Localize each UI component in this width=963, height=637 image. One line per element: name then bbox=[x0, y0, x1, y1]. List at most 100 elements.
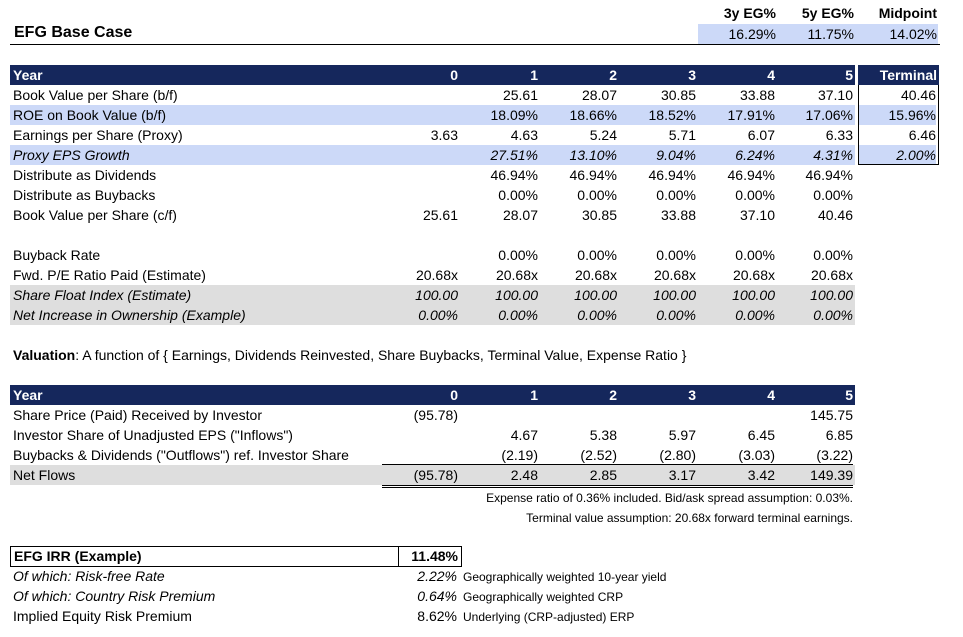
page-title: EFG Base Case bbox=[14, 24, 133, 41]
row-cell: (2.80) bbox=[659, 447, 696, 463]
row-cell: 30.85 bbox=[581, 207, 617, 223]
irr-row-label: Implied Equity Risk Premium bbox=[13, 608, 192, 624]
summary-header-3y: 3y EG% bbox=[723, 5, 776, 21]
row-cell: 5.24 bbox=[589, 127, 617, 143]
valuation-text: Valuation: A function of { Earnings, Div… bbox=[13, 345, 686, 365]
row-cell: 33.88 bbox=[660, 207, 696, 223]
table1-header-label: Year bbox=[13, 67, 43, 83]
table3-header: Year 0 1 2 3 4 5 bbox=[10, 385, 855, 405]
table1-col-4: 4 bbox=[767, 67, 775, 83]
expense-note: Expense ratio of 0.36% included. Bid/ask… bbox=[486, 491, 853, 505]
row-cell: (3.22) bbox=[816, 447, 853, 463]
summary-value-midpoint: 14.02% bbox=[889, 26, 937, 42]
row-cell: 100.00 bbox=[810, 287, 853, 303]
row-label: Net Increase in Ownership (Example) bbox=[13, 307, 246, 323]
row-cell: 6.07 bbox=[747, 127, 775, 143]
row-cell: 27.51% bbox=[490, 147, 538, 163]
table-row: Net Flows (95.78) 2.48 2.85 3.17 3.42 14… bbox=[10, 465, 855, 485]
row-cell: 100.00 bbox=[495, 287, 538, 303]
row-cell: (2.52) bbox=[580, 447, 617, 463]
table-row: Net Increase in Ownership (Example) 0.00… bbox=[10, 305, 855, 325]
row-cell: 5.97 bbox=[668, 427, 696, 443]
terminal-bv: 40.46 bbox=[900, 87, 936, 103]
row-cell: 0.00% bbox=[735, 247, 775, 263]
row-cell: 20.68x bbox=[653, 267, 696, 283]
table1-col-2: 2 bbox=[609, 67, 617, 83]
row-cell: 100.00 bbox=[415, 287, 458, 303]
table3-col-3: 3 bbox=[688, 387, 696, 403]
valuation-bold: Valuation bbox=[13, 347, 76, 363]
summary-values-bg bbox=[698, 24, 938, 44]
row-cell: 33.88 bbox=[739, 87, 775, 103]
row-cell: 3.63 bbox=[430, 127, 458, 143]
row-cell: 5.71 bbox=[668, 127, 696, 143]
row-cell: 20.68x bbox=[495, 267, 538, 283]
irr-row-label: Of which: Risk-free Rate bbox=[13, 568, 165, 584]
row-cell: 149.39 bbox=[810, 467, 853, 483]
row-cell: 37.10 bbox=[739, 207, 775, 223]
irr-row-label: Of which: Country Risk Premium bbox=[13, 588, 216, 604]
row-cell: 6.24% bbox=[735, 147, 775, 163]
row-cell: (2.19) bbox=[501, 447, 538, 463]
row-cell: 0.00% bbox=[813, 187, 853, 203]
row-label: Distribute as Buybacks bbox=[13, 187, 156, 203]
table3-col-5: 5 bbox=[845, 387, 853, 403]
table3-col-0: 0 bbox=[450, 387, 458, 403]
net-flows-bottomline-1 bbox=[382, 485, 853, 486]
row-cell: 40.46 bbox=[817, 207, 853, 223]
row-cell: 46.94% bbox=[490, 167, 538, 183]
table1-col-0: 0 bbox=[450, 67, 458, 83]
row-cell: 4.31% bbox=[813, 147, 853, 163]
row-label: Net Flows bbox=[13, 467, 76, 483]
title-underline bbox=[10, 44, 940, 45]
table-row: Distribute as Buybacks 0.00% 0.00% 0.00%… bbox=[10, 185, 855, 205]
table-row: Distribute as Dividends 46.94% 46.94% 46… bbox=[10, 165, 855, 185]
row-cell: 3.42 bbox=[747, 467, 775, 483]
summary-value-3y: 16.29% bbox=[728, 26, 776, 42]
row-label: Distribute as Dividends bbox=[13, 167, 157, 183]
row-label: Proxy EPS Growth bbox=[13, 147, 130, 163]
table-row: Proxy EPS Growth 27.51% 13.10% 9.04% 6.2… bbox=[10, 145, 855, 165]
row-cell: 4.63 bbox=[510, 127, 538, 143]
terminal-eps: 6.46 bbox=[908, 127, 936, 143]
row-cell: 30.85 bbox=[660, 87, 696, 103]
table3-col-1: 1 bbox=[530, 387, 538, 403]
terminal-roe: 15.96% bbox=[859, 105, 936, 125]
table-row: Investor Share of Unadjusted EPS ("Inflo… bbox=[10, 425, 855, 445]
table-row: Buybacks & Dividends ("Outflows") ref. I… bbox=[10, 445, 855, 465]
table1-header-terminal: Terminal bbox=[858, 65, 939, 85]
row-cell: 0.00% bbox=[418, 307, 458, 323]
row-label: Share Float Index (Estimate) bbox=[13, 287, 192, 303]
row-cell: 20.68x bbox=[732, 267, 775, 283]
net-flows-topline bbox=[382, 464, 853, 465]
row-label: Earnings per Share (Proxy) bbox=[13, 127, 183, 143]
row-cell: 0.00% bbox=[813, 307, 853, 323]
table3-col-2: 2 bbox=[609, 387, 617, 403]
row-cell: 145.75 bbox=[810, 407, 853, 423]
row-cell: 13.10% bbox=[569, 147, 617, 163]
row-label: Buybacks & Dividends ("Outflows") ref. I… bbox=[13, 447, 349, 463]
table-row: Earnings per Share (Proxy) 3.63 4.63 5.2… bbox=[10, 125, 855, 145]
summary-header-midpoint: Midpoint bbox=[878, 5, 937, 21]
row-cell: 46.94% bbox=[648, 167, 696, 183]
row-cell: 46.94% bbox=[727, 167, 775, 183]
terminal-column: 40.46 15.96% 6.46 2.00% bbox=[858, 85, 939, 165]
table-row: Book Value per Share (b/f) 25.61 28.07 3… bbox=[10, 85, 855, 105]
row-cell: 0.00% bbox=[498, 247, 538, 263]
row-cell: 6.33 bbox=[825, 127, 853, 143]
row-cell: 18.09% bbox=[490, 107, 538, 123]
table1-col-1: 1 bbox=[530, 67, 538, 83]
row-cell: 4.67 bbox=[510, 427, 538, 443]
row-cell: 17.06% bbox=[805, 107, 853, 123]
table-row: Share Price (Paid) Received by Investor … bbox=[10, 405, 855, 425]
summary-value-5y: 11.75% bbox=[807, 26, 854, 42]
row-cell: 17.91% bbox=[727, 107, 775, 123]
row-cell: 28.07 bbox=[502, 207, 538, 223]
table1-header: Year 0 1 2 3 4 5 bbox=[10, 65, 855, 85]
row-cell: 0.00% bbox=[577, 307, 617, 323]
row-label: Share Price (Paid) Received by Investor bbox=[13, 407, 262, 423]
row-cell: 0.00% bbox=[656, 307, 696, 323]
irr-divider bbox=[398, 546, 399, 567]
row-cell: 25.61 bbox=[422, 207, 458, 223]
row-cell: 2.85 bbox=[589, 467, 617, 483]
